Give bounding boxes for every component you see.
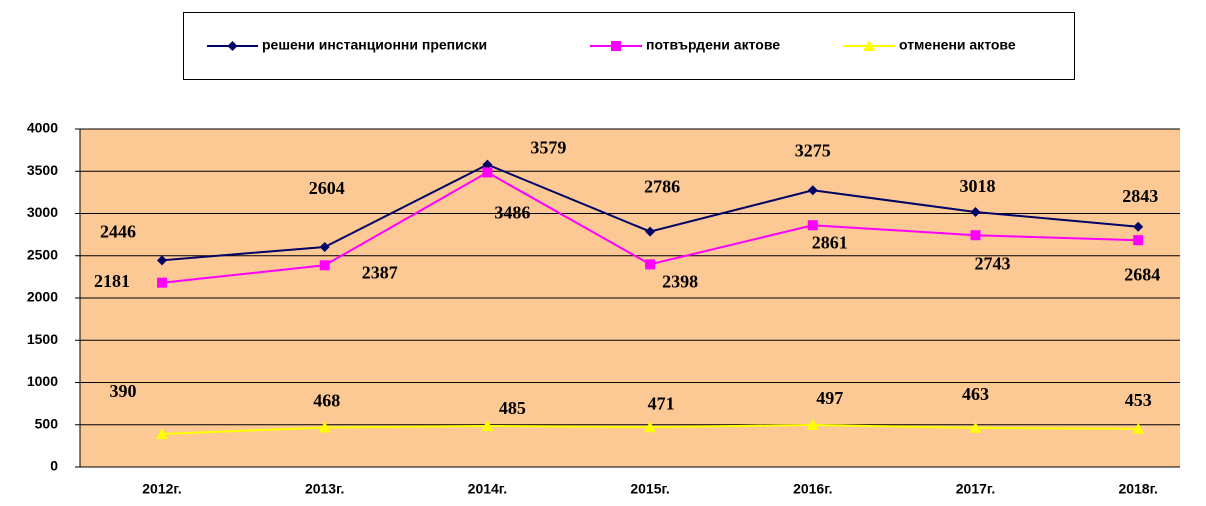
legend-marker xyxy=(227,41,238,51)
x-tick-label: 2017г. xyxy=(956,481,995,497)
y-tick-label: 3500 xyxy=(27,162,58,178)
data-label: 2843 xyxy=(1122,186,1158,206)
point-marker xyxy=(644,421,657,433)
point-marker xyxy=(482,167,493,178)
data-label: 468 xyxy=(313,391,340,411)
x-tick-label: 2014г. xyxy=(468,481,507,497)
x-tick-label: 2018г. xyxy=(1118,481,1157,497)
data-label: 2398 xyxy=(662,271,698,291)
point-marker xyxy=(156,428,168,440)
point-marker xyxy=(319,260,330,271)
point-marker xyxy=(1132,422,1145,434)
legend-label: решени инстанционни преписки xyxy=(262,37,487,53)
data-label: 2684 xyxy=(1124,264,1160,284)
point-marker xyxy=(157,255,167,266)
point-marker xyxy=(481,420,494,432)
data-label: 2446 xyxy=(100,221,136,241)
point-marker xyxy=(806,419,819,431)
legend-marker xyxy=(611,41,621,51)
point-marker xyxy=(1133,221,1144,232)
data-label: 453 xyxy=(1125,390,1152,410)
y-tick-label: 3000 xyxy=(27,204,58,220)
data-label: 2387 xyxy=(362,262,398,282)
data-label: 2604 xyxy=(309,178,345,198)
point-marker xyxy=(970,206,981,217)
data-label: 3018 xyxy=(960,176,996,196)
data-label: 2743 xyxy=(975,253,1011,273)
y-tick-label: 1500 xyxy=(27,331,58,347)
point-marker xyxy=(807,220,818,231)
data-label: 3486 xyxy=(494,203,530,223)
legend-label: отменени актове xyxy=(899,37,1016,53)
point-marker xyxy=(318,421,331,433)
point-marker xyxy=(645,259,656,270)
y-tick-label: 0 xyxy=(50,458,58,474)
legend-label: потвърдени актове xyxy=(646,37,780,53)
point-marker xyxy=(482,159,493,170)
y-tick-label: 1000 xyxy=(27,373,58,389)
point-marker xyxy=(157,277,167,288)
x-tick-label: 2015г. xyxy=(630,481,669,497)
data-label: 2786 xyxy=(644,177,680,197)
y-tick-label: 2500 xyxy=(27,246,58,262)
data-label: 390 xyxy=(110,381,137,401)
data-label: 2181 xyxy=(94,271,130,291)
data-label: 463 xyxy=(962,384,989,404)
y-tick-label: 2000 xyxy=(27,289,58,305)
legend-marker xyxy=(863,40,875,51)
data-label: 497 xyxy=(816,388,843,408)
point-marker xyxy=(1133,235,1144,246)
x-tick-label: 2013г. xyxy=(305,481,344,497)
data-label: 471 xyxy=(648,393,675,413)
data-label: 2861 xyxy=(812,232,848,252)
point-marker xyxy=(645,226,656,237)
data-label: 485 xyxy=(499,398,526,418)
y-tick-label: 500 xyxy=(35,415,59,431)
x-tick-label: 2016г. xyxy=(793,481,832,497)
point-marker xyxy=(970,230,981,241)
x-tick-label: 2012г. xyxy=(142,481,181,497)
data-label: 3275 xyxy=(795,140,831,160)
data-label: 3579 xyxy=(530,138,566,158)
point-marker xyxy=(319,241,330,252)
point-marker xyxy=(969,421,982,433)
y-tick-label: 4000 xyxy=(27,120,58,136)
point-marker xyxy=(807,185,818,196)
